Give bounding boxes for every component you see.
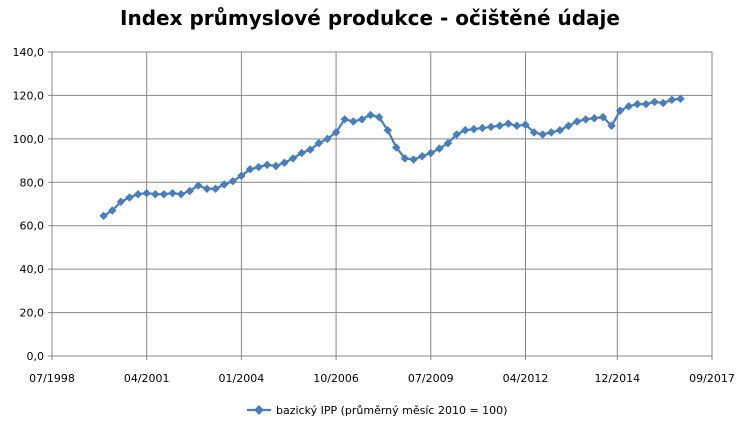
data-point bbox=[443, 138, 453, 148]
data-point bbox=[211, 184, 220, 194]
data-point bbox=[469, 124, 479, 134]
legend-diamond-marker bbox=[254, 405, 264, 415]
data-point bbox=[607, 121, 616, 131]
data-point bbox=[495, 121, 504, 131]
data-point bbox=[366, 110, 375, 120]
y-tick-label: 120,0 bbox=[13, 89, 45, 102]
data-point bbox=[555, 125, 565, 135]
y-tick-label: 80,0 bbox=[20, 176, 45, 189]
data-point bbox=[357, 115, 367, 124]
data-point bbox=[108, 206, 117, 215]
data-point bbox=[400, 154, 410, 163]
x-tick-label: 07/1998 bbox=[29, 372, 75, 385]
y-tick-label: 140,0 bbox=[13, 46, 45, 59]
data-point bbox=[590, 114, 599, 123]
data-point bbox=[176, 189, 186, 199]
x-tick-label: 09/2017 bbox=[689, 372, 735, 385]
data-point bbox=[185, 186, 194, 196]
data-point bbox=[633, 99, 642, 109]
x-tick-label: 04/2012 bbox=[503, 372, 549, 385]
series-layer bbox=[99, 94, 685, 221]
data-point bbox=[624, 102, 634, 111]
data-point bbox=[159, 189, 169, 199]
data-point bbox=[521, 120, 530, 129]
data-point bbox=[151, 189, 160, 199]
data-point bbox=[564, 121, 573, 131]
data-point bbox=[116, 197, 126, 207]
x-tick-label: 07/2009 bbox=[408, 372, 454, 385]
legend: bazický IPP (průměrný měsíc 2010 = 100) bbox=[247, 404, 507, 417]
data-point bbox=[133, 189, 143, 199]
gridlines bbox=[51, 51, 713, 357]
data-point bbox=[280, 158, 289, 167]
x-tick-label: 04/2001 bbox=[124, 372, 170, 385]
data-point bbox=[306, 145, 315, 154]
x-tick-label: 12/2014 bbox=[594, 372, 640, 385]
data-point bbox=[658, 98, 668, 108]
data-point bbox=[125, 193, 134, 202]
data-point bbox=[478, 123, 487, 133]
data-point bbox=[547, 128, 556, 137]
data-point bbox=[572, 117, 582, 126]
data-point bbox=[504, 119, 513, 128]
y-tick-label: 100,0 bbox=[13, 133, 45, 146]
data-point bbox=[254, 162, 263, 172]
data-point bbox=[615, 106, 625, 115]
data-point bbox=[349, 117, 358, 126]
data-point bbox=[486, 122, 496, 132]
y-tick-label: 60,0 bbox=[20, 220, 45, 233]
data-point bbox=[460, 125, 470, 135]
data-point bbox=[228, 176, 238, 186]
data-point bbox=[99, 211, 108, 221]
data-point bbox=[340, 115, 349, 124]
data-point bbox=[667, 95, 677, 105]
x-tick-label: 01/2004 bbox=[219, 372, 265, 385]
plot-area-border bbox=[51, 51, 713, 357]
y-tick-label: 0,0 bbox=[27, 350, 45, 363]
data-point bbox=[288, 154, 298, 163]
data-point bbox=[331, 128, 341, 137]
data-point bbox=[426, 148, 436, 158]
data-point bbox=[409, 155, 418, 164]
data-point bbox=[142, 188, 151, 198]
chart-title: Index průmyslové produkce - očištěné úda… bbox=[120, 6, 620, 30]
data-point bbox=[641, 99, 651, 109]
data-point bbox=[650, 97, 659, 107]
y-tick-label: 40,0 bbox=[20, 263, 45, 276]
data-point bbox=[219, 180, 229, 189]
data-point bbox=[237, 171, 246, 181]
data-point bbox=[581, 115, 590, 124]
data-point bbox=[538, 130, 547, 139]
data-point bbox=[271, 161, 281, 171]
data-point bbox=[314, 138, 324, 148]
data-point bbox=[512, 121, 522, 131]
x-tick-label: 10/2006 bbox=[313, 372, 359, 385]
legend-label: bazický IPP (průměrný měsíc 2010 = 100) bbox=[276, 404, 507, 417]
axes: 0,0 20,0 40,0 60,0 80,0 100,0 120,0 140,0 07/199… bbox=[13, 46, 735, 385]
data-point bbox=[202, 184, 212, 194]
data-point bbox=[417, 151, 427, 161]
data-point bbox=[262, 160, 272, 170]
data-point bbox=[452, 130, 461, 139]
data-point bbox=[323, 134, 332, 144]
y-tick-label: 20,0 bbox=[20, 307, 45, 320]
data-point bbox=[168, 188, 177, 198]
